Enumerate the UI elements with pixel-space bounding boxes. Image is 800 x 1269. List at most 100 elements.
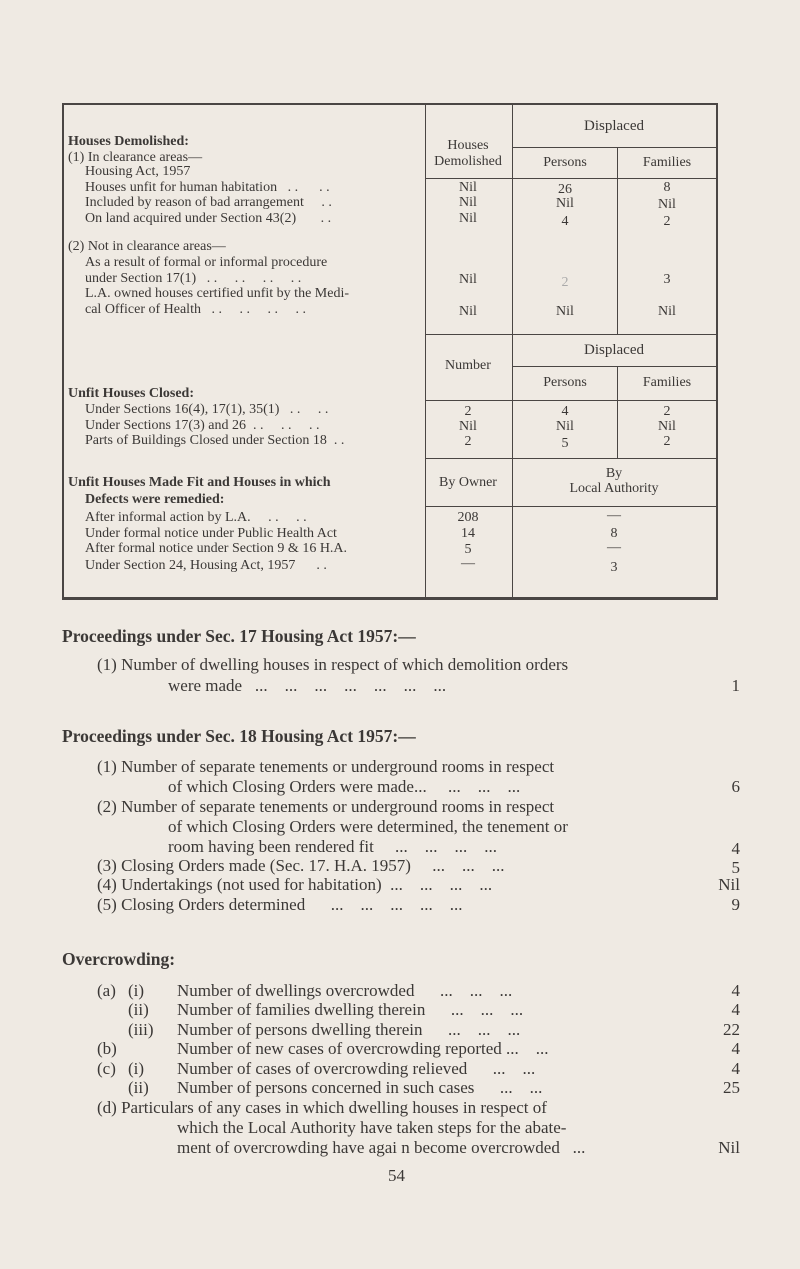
- cell: Nil: [459, 211, 477, 226]
- item-value: 4: [731, 1039, 741, 1058]
- row-label: After formal notice under Section 9 & 16…: [85, 541, 348, 556]
- item-numeral: (i): [128, 981, 145, 1000]
- cell: Nil: [658, 419, 676, 434]
- col-divider: [617, 147, 618, 334]
- page-number: 54: [388, 1166, 405, 1185]
- row-divider: [425, 400, 717, 401]
- row-label: Houses unfit for human habitation . . . …: [85, 180, 330, 195]
- item-letter: (c): [97, 1059, 116, 1078]
- item-value: 4: [731, 839, 741, 858]
- table-border-left: [62, 103, 64, 599]
- item-text: (3) Closing Orders made (Sec. 17. H.A. 1…: [97, 856, 505, 875]
- header-local-authority: Local Authority: [569, 481, 659, 496]
- table-border-bottom: [62, 597, 718, 600]
- header-persons: Persons: [543, 375, 587, 390]
- item-value: 4: [731, 1000, 741, 1019]
- row-label: Housing Act, 1957: [85, 164, 191, 179]
- col-divider: [425, 103, 426, 599]
- item-text: (1) Number of dwelling houses in respect…: [97, 655, 569, 674]
- header-persons: Persons: [543, 155, 587, 170]
- cell: Nil: [556, 419, 574, 434]
- item-letter: (b): [97, 1039, 117, 1058]
- cell: —: [461, 556, 475, 571]
- cell: Nil: [658, 197, 676, 212]
- cell: 2: [663, 434, 671, 449]
- item-value: 25: [723, 1078, 740, 1097]
- item-letter: (a): [97, 981, 116, 1000]
- header-by-owner: By Owner: [439, 475, 497, 490]
- item-text: Number of new cases of overcrowding repo…: [177, 1039, 549, 1058]
- cell: 5: [561, 436, 569, 451]
- table-border-top: [62, 103, 718, 105]
- table-border-right: [716, 103, 718, 599]
- cell: 2: [464, 434, 472, 449]
- header-number: Number: [445, 358, 491, 373]
- item-value: 5: [731, 858, 741, 877]
- row-divider: [425, 506, 717, 507]
- item-value: 4: [731, 1059, 741, 1078]
- item-text: (2) Number of separate tenements or unde…: [97, 797, 555, 816]
- col-divider: [617, 366, 618, 458]
- section-heading: Unfit Houses Closed:: [68, 386, 195, 401]
- cell: Nil: [459, 419, 477, 434]
- item-text: room having been rendered fit ... ... ..…: [168, 837, 498, 856]
- item-text: of which Closing Orders were determined,…: [168, 817, 568, 836]
- item-text: which the Local Authority have taken ste…: [177, 1118, 567, 1137]
- cell: Nil: [556, 304, 574, 319]
- row-divider: [425, 334, 717, 335]
- cell: Nil: [459, 272, 477, 287]
- cell: 3: [663, 272, 671, 287]
- section-heading: Proceedings under Sec. 17 Housing Act 19…: [62, 626, 416, 646]
- item-value: 9: [731, 895, 741, 914]
- row-label: After informal action by L.A. . . . .: [85, 510, 307, 525]
- item-value: 4: [731, 981, 741, 1000]
- row-divider: [512, 366, 717, 367]
- cell: 4: [561, 214, 569, 229]
- item-value: 22: [723, 1020, 740, 1039]
- header-houses: Houses: [447, 138, 489, 153]
- cell: 2: [663, 214, 671, 229]
- cell: 4: [561, 404, 569, 419]
- header-displaced: Displaced: [584, 342, 644, 358]
- item-value: Nil: [718, 1138, 740, 1157]
- item-numeral: (i): [128, 1059, 145, 1078]
- cell: Nil: [459, 304, 477, 319]
- cell: 8: [663, 180, 671, 195]
- cell: Nil: [658, 304, 676, 319]
- header-families: Families: [642, 155, 692, 170]
- row-label: Under formal notice under Public Health …: [85, 526, 337, 541]
- item-text: (1) Number of separate tenements or unde…: [97, 757, 555, 776]
- header-by: By: [605, 466, 623, 481]
- header-displaced: Displaced: [584, 118, 644, 134]
- item-numeral: (ii): [128, 1078, 149, 1097]
- row-divider: [425, 178, 717, 179]
- cell: 2: [561, 275, 569, 290]
- header-families: Families: [642, 375, 692, 390]
- item-text: (4) Undertakings (not used for habitatio…: [97, 875, 493, 894]
- item-value: 6: [731, 777, 741, 796]
- item-text: Number of persons dwelling therein ... .…: [177, 1020, 521, 1039]
- item-numeral: (ii): [128, 1000, 149, 1019]
- cell: 26: [558, 182, 572, 197]
- cell: Nil: [556, 196, 574, 211]
- cell: 8: [610, 526, 618, 541]
- item-text: Number of dwellings overcrowded ... ... …: [177, 981, 513, 1000]
- row-label: Included by reason of bad arrangement . …: [85, 195, 332, 210]
- cell: —: [607, 508, 621, 523]
- item-text: were made ... ... ... ... ... ... ...: [168, 676, 447, 695]
- row-divider: [512, 147, 717, 148]
- section-heading: Overcrowding:: [62, 949, 176, 969]
- item-text: (d) Particulars of any cases in which dw…: [97, 1098, 547, 1117]
- item-text: (5) Closing Orders determined ... ... ..…: [97, 895, 463, 914]
- row-label: (1) In clearance areas—: [68, 150, 203, 165]
- col-divider: [512, 103, 513, 599]
- section-heading: Houses Demolished:: [68, 134, 189, 149]
- item-value: Nil: [718, 875, 740, 894]
- row-label: cal Officer of Health . . . . . . . .: [85, 302, 306, 317]
- cell: Nil: [459, 195, 477, 210]
- row-label: Under Section 24, Housing Act, 1957 . .: [85, 558, 327, 573]
- section-heading: Defects were remedied:: [85, 492, 225, 507]
- row-label: Under Sections 17(3) and 26 . . . . . .: [85, 418, 320, 433]
- cell: 3: [610, 560, 618, 575]
